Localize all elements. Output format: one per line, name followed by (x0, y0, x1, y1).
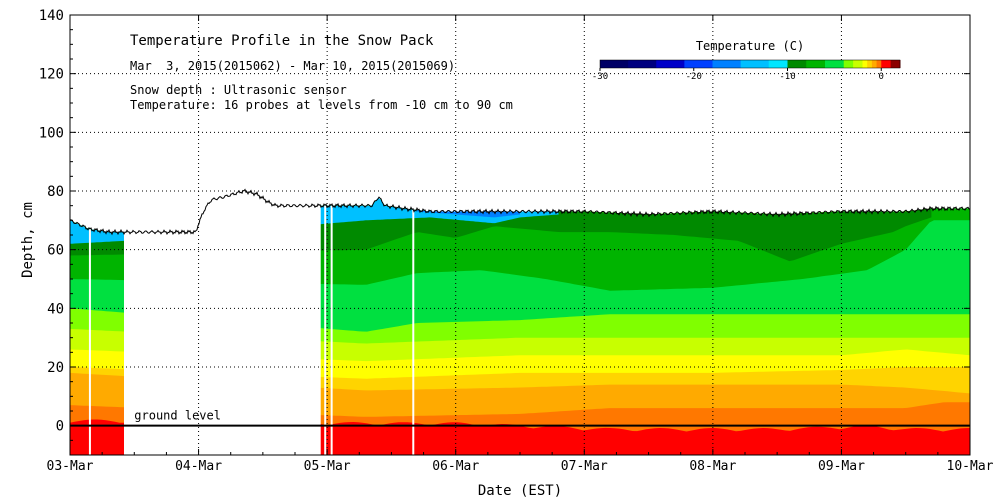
y-tick-label: 0 (56, 419, 64, 435)
y-axis-label: Depth, cm (20, 202, 36, 278)
legend-color-bin (853, 60, 863, 68)
x-tick-label: 08-Mar (689, 459, 736, 474)
x-tick-label: 05-Mar (304, 459, 351, 474)
legend-color-bin (867, 60, 873, 68)
legend-color-bin (787, 60, 807, 68)
legend-colorbar-frame (599, 59, 901, 69)
x-tick-label: 07-Mar (561, 459, 608, 474)
x-axis: 03-Mar 04-Mar 05-Mar 06-Mar 07-Mar 08-Mar 09-M… (47, 15, 994, 474)
legend-color-bin (862, 60, 868, 68)
y-tick-label: 20 (47, 360, 64, 376)
sensor-dropout-lines (88, 205, 415, 455)
legend-color-bin (871, 60, 878, 68)
x-tick-label: 06-Mar (432, 459, 479, 474)
chart-subtitle: Mar 3, 2015(2015062) - Mar 10, 2015(2015… (130, 59, 455, 73)
legend-color-bin (825, 60, 845, 68)
x-axis-label: Date (EST) (478, 483, 562, 499)
chart-title: Temperature Profile in the Snow Pack (130, 33, 434, 49)
data-gaps (124, 15, 321, 455)
legend-tick-label: -10 (779, 72, 795, 82)
legend-color-bin (656, 60, 685, 68)
y-axis: 0 20 40 60 80 100 120 140 (39, 8, 970, 456)
grid (70, 15, 970, 455)
note-snow-depth: Snow depth : Ultrasonic sensor (130, 83, 347, 97)
legend-color-bin (806, 60, 826, 68)
x-tick-label: 10-Mar (947, 459, 994, 474)
legend-color-bin (712, 60, 742, 68)
x-tick-label: 09-Mar (818, 459, 865, 474)
legend-color-bin (768, 60, 788, 68)
legend-title: Temperature (C) (696, 39, 804, 53)
snow-depth-line (70, 188, 970, 236)
legend-color-bin (843, 60, 854, 68)
note-temperature: Temperature: 16 probes at levels from -1… (130, 98, 513, 112)
y-tick-label: 100 (39, 125, 64, 141)
y-tick-label: 60 (47, 243, 64, 259)
legend-color-bin (684, 60, 713, 68)
legend-color-bin (600, 60, 629, 68)
ground-level-label: ground level (134, 409, 221, 423)
legend-color-bin (740, 60, 770, 68)
legend-color-bin (876, 60, 882, 68)
data-gap (124, 15, 321, 455)
legend-tick-label: -30 (592, 72, 608, 82)
legend-tick-label: 0 (879, 72, 884, 82)
y-tick-label: 120 (39, 67, 64, 83)
temperature-legend: Temperature (C) -30 -20 -10 0 (592, 39, 901, 82)
y-tick-label: 140 (39, 8, 64, 24)
legend-tick-label: -20 (686, 72, 702, 82)
legend-color-bin (881, 60, 892, 68)
x-tick-label: 03-Mar (47, 459, 94, 474)
legend-color-bin (890, 60, 901, 68)
legend-color-bin (628, 60, 657, 68)
y-tick-label: 80 (47, 184, 64, 200)
x-tick-label: 04-Mar (175, 459, 222, 474)
y-tick-label: 40 (47, 301, 64, 317)
